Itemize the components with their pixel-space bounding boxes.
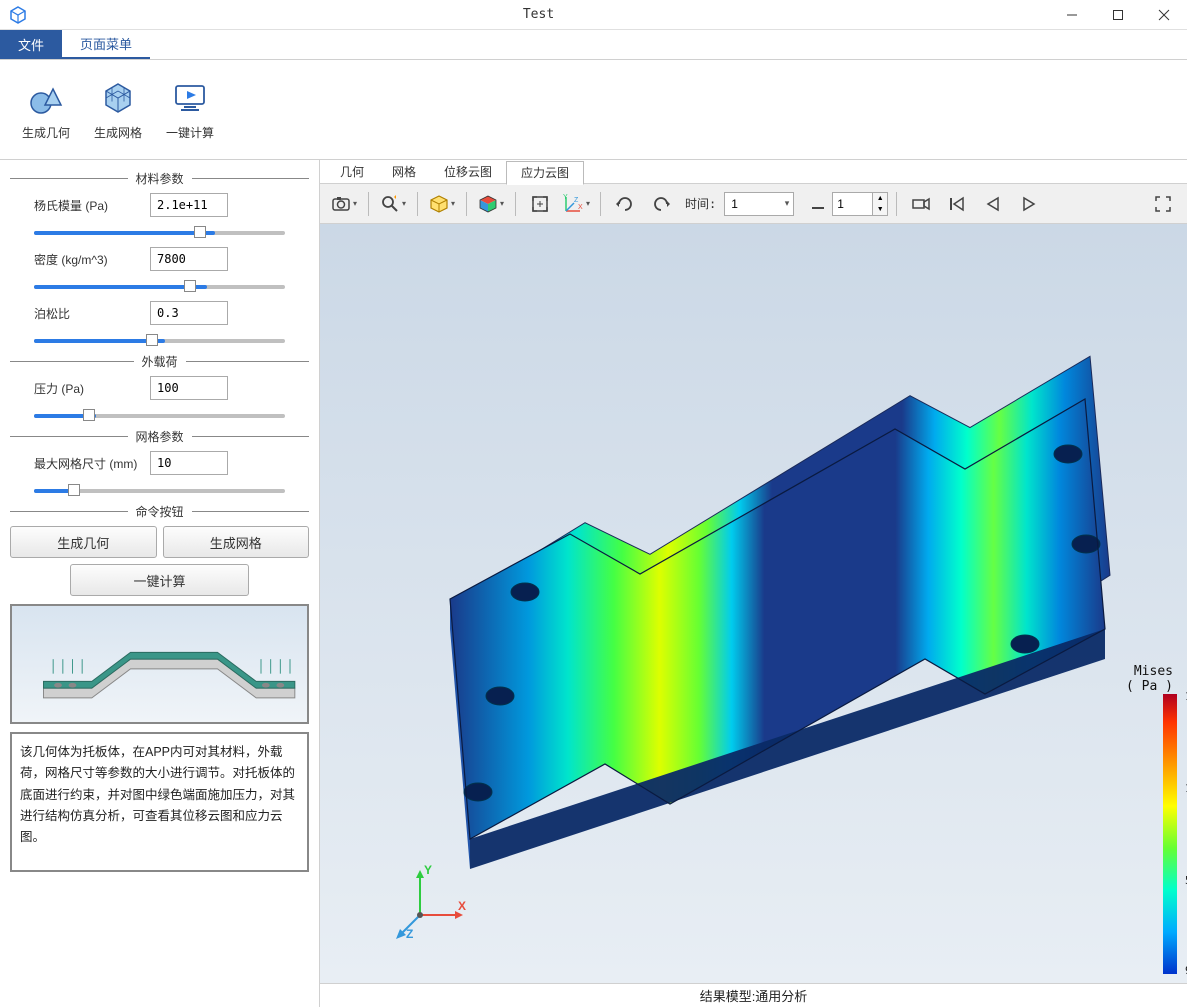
spinner-up[interactable]: ▲ — [873, 193, 887, 204]
group-material-label: 材料参数 — [128, 170, 192, 187]
tab-file[interactable]: 文件 — [0, 30, 62, 59]
density-input[interactable] — [150, 247, 228, 271]
camera-button[interactable] — [905, 188, 937, 220]
group-mesh-label: 网格参数 — [128, 428, 192, 445]
axis-y-label: Y — [424, 863, 432, 877]
titlebar: Test — [0, 0, 1187, 30]
btn-one-click[interactable]: 一键计算 — [70, 564, 249, 596]
reset-button[interactable] — [808, 188, 828, 220]
axis-gizmo: Y X Z — [390, 860, 470, 943]
tab-page-menu[interactable]: 页面菜单 — [62, 30, 150, 59]
zoom-button[interactable]: ▾ — [377, 188, 409, 220]
mesh-input[interactable] — [150, 451, 228, 475]
legend-title: Mises — [1113, 664, 1177, 679]
view-area: 几何 网格 位移云图 应力云图 ▾ ▾ ▾ — [320, 160, 1187, 1007]
legend-unit: ( Pa ) — [1113, 679, 1177, 694]
view-tabs: 几何 网格 位移云图 应力云图 — [320, 160, 1187, 184]
youngs-label: 杨氏模量 (Pa) — [10, 197, 150, 214]
preview-image — [10, 604, 309, 724]
mesh-label: 最大网格尺寸 (mm) — [10, 455, 150, 472]
btn-gen-geometry[interactable]: 生成几何 — [10, 526, 157, 558]
fit-button[interactable] — [524, 188, 556, 220]
maximize-button[interactable] — [1095, 0, 1141, 30]
ribbon: 生成几何 生成网格 — [0, 60, 1187, 160]
app-icon — [8, 5, 28, 25]
spinner-down[interactable]: ▼ — [873, 204, 887, 215]
pressure-slider[interactable] — [10, 406, 309, 424]
fea-result-render — [370, 344, 1130, 964]
play-button[interactable] — [1013, 188, 1045, 220]
pressure-input[interactable] — [150, 376, 228, 400]
svg-text:X: X — [578, 204, 583, 211]
param-youngs: 杨氏模量 (Pa) — [10, 193, 309, 217]
time-select[interactable]: 1 — [724, 192, 794, 216]
ribbon-gen-mesh[interactable]: 生成网格 — [82, 74, 154, 145]
param-poisson: 泊松比 — [10, 301, 309, 325]
color-legend: Mises ( Pa ) 1.552e+04 1.034e+04 5.173e+… — [1113, 664, 1177, 974]
mesh-slider[interactable] — [10, 481, 309, 499]
color-cube-button[interactable]: ▾ — [475, 188, 507, 220]
youngs-input[interactable] — [150, 193, 228, 217]
group-mesh: 网格参数 — [10, 428, 309, 445]
time-label: 时间: — [685, 195, 716, 212]
fullscreen-button[interactable] — [1147, 188, 1179, 220]
run-icon — [170, 78, 210, 118]
youngs-slider[interactable] — [10, 223, 309, 241]
param-pressure: 压力 (Pa) — [10, 376, 309, 400]
frame-spinner[interactable]: ▲▼ — [832, 192, 888, 216]
legend-colorbar — [1163, 694, 1177, 974]
description-box: 该几何体为托板体，在APP内可对其材料，外载荷，网格尺寸等参数的大小进行调节。对… — [10, 732, 309, 872]
group-load-label: 外载荷 — [134, 353, 186, 370]
prev-frame-button[interactable] — [977, 188, 1009, 220]
minimize-button[interactable] — [1049, 0, 1095, 30]
ribbon-gen-geometry[interactable]: 生成几何 — [10, 74, 82, 145]
close-button[interactable] — [1141, 0, 1187, 30]
axis-orient-button[interactable]: YXZ ▾ — [560, 188, 592, 220]
pressure-label: 压力 (Pa) — [10, 380, 150, 397]
rotate-ccw-button[interactable] — [645, 188, 677, 220]
view-toolbar: ▾ ▾ ▾ ▾ — [320, 184, 1187, 224]
svg-text:Z: Z — [574, 197, 579, 204]
axis-x-label: X — [458, 899, 466, 913]
view-tab-mesh[interactable]: 网格 — [378, 160, 430, 184]
poisson-input[interactable] — [150, 301, 228, 325]
view-tab-stress[interactable]: 应力云图 — [506, 161, 584, 185]
screenshot-button[interactable]: ▾ — [328, 188, 360, 220]
mesh-icon — [98, 78, 138, 118]
group-material: 材料参数 — [10, 170, 309, 187]
sidebar: 材料参数 杨氏模量 (Pa) 密度 (kg/m^3) 泊松比 — [0, 160, 320, 1007]
group-load: 外载荷 — [10, 353, 309, 370]
group-cmd: 命令按钮 — [10, 503, 309, 520]
ribbon-one-click-label: 一键计算 — [166, 124, 214, 141]
canvas-3d-view[interactable]: Mises ( Pa ) 1.552e+04 1.034e+04 5.173e+… — [320, 224, 1187, 983]
poisson-slider[interactable] — [10, 331, 309, 349]
first-frame-button[interactable] — [941, 188, 973, 220]
ribbon-one-click[interactable]: 一键计算 — [154, 74, 226, 145]
poisson-label: 泊松比 — [10, 305, 150, 322]
render-mode-button[interactable]: ▾ — [426, 188, 458, 220]
density-label: 密度 (kg/m^3) — [10, 251, 150, 268]
axis-z-label: Z — [406, 927, 413, 940]
time-value: 1 — [731, 197, 738, 211]
window-title: Test — [28, 7, 1049, 22]
density-slider[interactable] — [10, 277, 309, 295]
geometry-icon — [26, 78, 66, 118]
status-bar: 结果模型:通用分析 — [320, 983, 1187, 1007]
cmd-buttons: 生成几何 生成网格 — [10, 526, 309, 558]
param-mesh: 最大网格尺寸 (mm) — [10, 451, 309, 475]
ribbon-gen-geometry-label: 生成几何 — [22, 124, 70, 141]
frame-spinner-input[interactable] — [832, 192, 872, 216]
group-cmd-label: 命令按钮 — [128, 503, 192, 520]
svg-text:Y: Y — [563, 194, 568, 201]
view-tab-geometry[interactable]: 几何 — [326, 160, 378, 184]
btn-gen-mesh[interactable]: 生成网格 — [163, 526, 310, 558]
menubar: 文件 页面菜单 — [0, 30, 1187, 60]
ribbon-gen-mesh-label: 生成网格 — [94, 124, 142, 141]
param-density: 密度 (kg/m^3) — [10, 247, 309, 271]
rotate-cw-button[interactable] — [609, 188, 641, 220]
content: 材料参数 杨氏模量 (Pa) 密度 (kg/m^3) 泊松比 — [0, 160, 1187, 1007]
view-tab-disp[interactable]: 位移云图 — [430, 160, 506, 184]
